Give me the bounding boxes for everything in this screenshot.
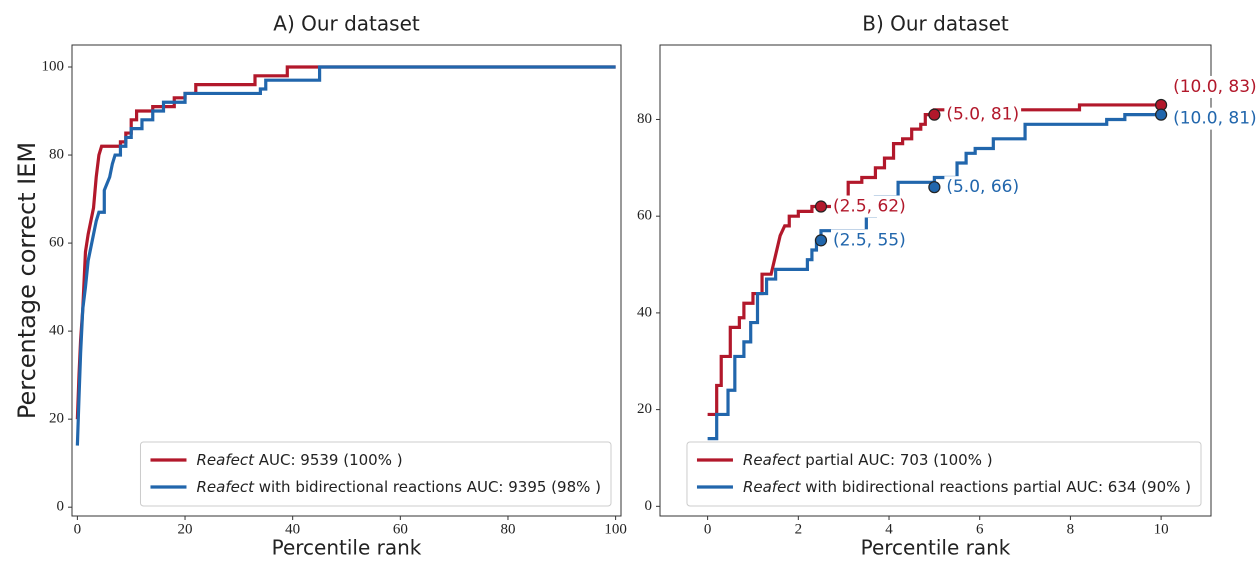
legend-label: Reafect partial AUC: 703 (100% ) <box>743 451 993 469</box>
y-tick-label: 80 <box>637 111 652 127</box>
legend-label: Reafect with bidirectional reactions AUC… <box>196 478 601 496</box>
legend-item: Reafect with bidirectional reactions par… <box>696 478 1191 496</box>
series-line <box>75 65 616 446</box>
x-tick-label: 2 <box>795 521 803 537</box>
legend-frame <box>686 441 1202 507</box>
plot-frame <box>659 44 1212 517</box>
series-line <box>707 103 1162 417</box>
annotation-marker <box>1155 108 1168 121</box>
y-tick-label: 0 <box>57 499 65 515</box>
chart-title: B) Our dataset <box>862 12 1009 36</box>
x-tick-label: 8 <box>1067 521 1075 537</box>
legend-item: Reafect partial AUC: 703 (100% ) <box>696 451 993 469</box>
annotation-background <box>1171 107 1258 130</box>
x-tick-label: 40 <box>285 521 300 537</box>
x-tick-label: 80 <box>500 521 515 537</box>
legend: Reafect AUC: 9539 (100% ) Reafect with bi… <box>139 441 612 507</box>
annotation-background <box>830 229 908 252</box>
annotation-background <box>944 103 1022 126</box>
y-axis-label: Percentage correct IEM <box>13 142 41 419</box>
plot-frame <box>71 44 622 517</box>
annotation-label: (5.0, 81) <box>946 105 1019 125</box>
x-axis-label: Percentile rank <box>861 536 1011 560</box>
legend: Reafect partial AUC: 703 (100% ) Reafect … <box>686 441 1202 507</box>
annotation-marker <box>814 234 828 247</box>
annotation-label: (5.0, 66) <box>946 177 1019 197</box>
x-tick-label: 0 <box>74 521 82 537</box>
annotation-label: (2.5, 55) <box>833 230 906 250</box>
legend-label: Reafect with bidirectional reactions par… <box>743 478 1191 496</box>
annotation-background <box>830 195 908 218</box>
y-tick-label: 40 <box>637 304 652 320</box>
annotation-label: (10.0, 81) <box>1173 109 1257 129</box>
y-tick-label: 0 <box>645 498 653 514</box>
x-tick-label: 0 <box>704 521 712 537</box>
y-tick-label: 60 <box>49 235 64 251</box>
chart-title: A) Our dataset <box>273 12 420 36</box>
y-tick-label: 20 <box>49 411 64 427</box>
annotation-marker <box>928 108 941 121</box>
y-tick-label: 40 <box>49 323 64 339</box>
annotation-label: (10.0, 83) <box>1173 77 1257 97</box>
x-tick-label: 10 <box>1154 521 1169 537</box>
legend-frame <box>139 441 612 507</box>
annotation-background <box>1171 75 1258 98</box>
series-line <box>75 65 616 420</box>
annotation-marker <box>814 200 828 213</box>
annotation-background <box>944 176 1022 199</box>
annotation-label: (2.5, 62) <box>833 197 906 217</box>
x-tick-label: 100 <box>604 521 627 537</box>
x-tick-label: 20 <box>178 521 193 537</box>
y-tick-label: 80 <box>49 146 64 162</box>
legend-label: Reafect AUC: 9539 (100% ) <box>196 451 402 469</box>
x-tick-label: 60 <box>393 521 408 537</box>
legend-item: Reafect with bidirectional reactions AUC… <box>150 478 601 496</box>
y-tick-label: 20 <box>637 401 652 417</box>
y-tick-label: 60 <box>637 208 652 224</box>
x-tick-label: 4 <box>885 521 893 537</box>
x-axis-label: Percentile rank <box>272 536 422 560</box>
x-tick-label: 6 <box>976 521 984 537</box>
annotation-marker <box>928 181 941 194</box>
legend-item: Reafect AUC: 9539 (100% ) <box>150 451 403 469</box>
y-tick-label: 100 <box>42 58 65 74</box>
